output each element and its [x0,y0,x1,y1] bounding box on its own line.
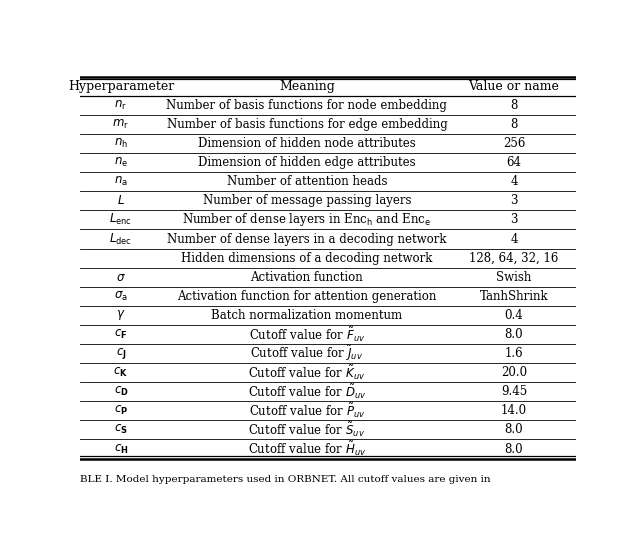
Text: $\gamma$: $\gamma$ [116,309,125,322]
Text: $L_{\mathrm{enc}}$: $L_{\mathrm{enc}}$ [109,212,132,228]
Text: Number of message passing layers: Number of message passing layers [203,195,411,207]
Text: 1.6: 1.6 [505,347,524,360]
Text: 8.0: 8.0 [505,423,524,436]
Text: BLE I. Model hyperparameters used in ORBNET. All cutoff values are given in: BLE I. Model hyperparameters used in ORB… [80,476,491,484]
Text: Number of attention heads: Number of attention heads [227,175,387,188]
Text: 20.0: 20.0 [501,366,527,379]
Text: $m_{\mathrm{r}}$: $m_{\mathrm{r}}$ [113,118,129,131]
Text: Value or name: Value or name [468,80,559,93]
Text: $L$: $L$ [117,195,125,207]
Text: 0.4: 0.4 [504,309,524,322]
Text: 8: 8 [510,99,518,112]
Text: $c_{\mathbf{P}}$: $c_{\mathbf{P}}$ [114,404,128,418]
Text: Cutoff value for $\tilde{D}_{uv}$: Cutoff value for $\tilde{D}_{uv}$ [248,382,366,401]
Text: $c_{\mathbf{K}}$: $c_{\mathbf{K}}$ [113,366,129,379]
Text: $c_{\mathbf{J}}$: $c_{\mathbf{J}}$ [116,346,126,361]
Text: 64: 64 [506,156,522,169]
Text: Number of dense layers in Enc$_{\mathrm{h}}$ and Enc$_{\mathrm{e}}$: Number of dense layers in Enc$_{\mathrm{… [182,212,431,229]
Text: Cutoff value for $\tilde{F}_{uv}$: Cutoff value for $\tilde{F}_{uv}$ [249,325,365,344]
Text: 4: 4 [510,233,518,246]
Text: 8: 8 [510,118,518,131]
Text: Number of dense layers in a decoding network: Number of dense layers in a decoding net… [167,233,447,246]
Text: Number of basis functions for node embedding: Number of basis functions for node embed… [166,99,447,112]
Text: Cutoff value for $\tilde{P}_{uv}$: Cutoff value for $\tilde{P}_{uv}$ [248,402,365,420]
Text: 3: 3 [510,195,518,207]
Text: 4: 4 [510,175,518,188]
Text: $n_{\mathrm{e}}$: $n_{\mathrm{e}}$ [114,156,128,169]
Text: Cutoff value for $\tilde{S}_{uv}$: Cutoff value for $\tilde{S}_{uv}$ [248,421,365,439]
Text: $n_{\mathrm{a}}$: $n_{\mathrm{a}}$ [114,175,128,188]
Text: 8.0: 8.0 [505,442,524,456]
Text: 9.45: 9.45 [501,385,527,398]
Text: $n_{\mathrm{r}}$: $n_{\mathrm{r}}$ [115,99,127,112]
Text: $\sigma$: $\sigma$ [116,271,126,284]
Text: Activation function for attention generation: Activation function for attention genera… [177,290,436,303]
Text: Cutoff value for $\tilde{J}_{uv}$: Cutoff value for $\tilde{J}_{uv}$ [250,344,364,363]
Text: $c_{\mathbf{D}}$: $c_{\mathbf{D}}$ [113,385,129,398]
Text: 256: 256 [503,137,525,150]
Text: $\sigma_{\mathrm{a}}$: $\sigma_{\mathrm{a}}$ [114,290,128,303]
Text: Meaning: Meaning [279,80,335,93]
Text: Cutoff value for $\tilde{K}_{uv}$: Cutoff value for $\tilde{K}_{uv}$ [248,364,365,382]
Text: $c_{\mathbf{H}}$: $c_{\mathbf{H}}$ [114,442,128,456]
Text: Hidden dimensions of a decoding network: Hidden dimensions of a decoding network [181,252,433,264]
Text: Dimension of hidden node attributes: Dimension of hidden node attributes [198,137,416,150]
Text: $L_{\mathrm{dec}}$: $L_{\mathrm{dec}}$ [109,231,132,246]
Text: Hyperparameter: Hyperparameter [68,80,174,93]
Text: 3: 3 [510,213,518,226]
Text: Dimension of hidden edge attributes: Dimension of hidden edge attributes [198,156,416,169]
Text: Number of basis functions for edge embedding: Number of basis functions for edge embed… [166,118,447,131]
Text: $n_{\mathrm{h}}$: $n_{\mathrm{h}}$ [114,137,128,150]
Text: 128, 64, 32, 16: 128, 64, 32, 16 [469,252,559,264]
Text: 14.0: 14.0 [501,404,527,417]
Text: Batch normalization momentum: Batch normalization momentum [211,309,403,322]
Text: TanhShrink: TanhShrink [480,290,548,303]
Text: Swish: Swish [496,271,532,284]
Text: $c_{\mathbf{F}}$: $c_{\mathbf{F}}$ [115,328,127,341]
Text: $c_{\mathbf{S}}$: $c_{\mathbf{S}}$ [114,423,128,436]
Text: Cutoff value for $\tilde{H}_{uv}$: Cutoff value for $\tilde{H}_{uv}$ [248,440,366,458]
Text: 8.0: 8.0 [505,328,524,341]
Text: Activation function: Activation function [250,271,364,284]
